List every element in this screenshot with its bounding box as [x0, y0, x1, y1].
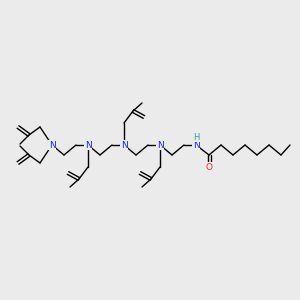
Text: N: N: [193, 140, 200, 149]
Text: O: O: [206, 163, 212, 172]
Text: N: N: [157, 140, 164, 149]
Text: N: N: [49, 140, 56, 149]
Text: H: H: [193, 133, 199, 142]
Text: N: N: [85, 140, 92, 149]
Text: N: N: [121, 140, 128, 149]
